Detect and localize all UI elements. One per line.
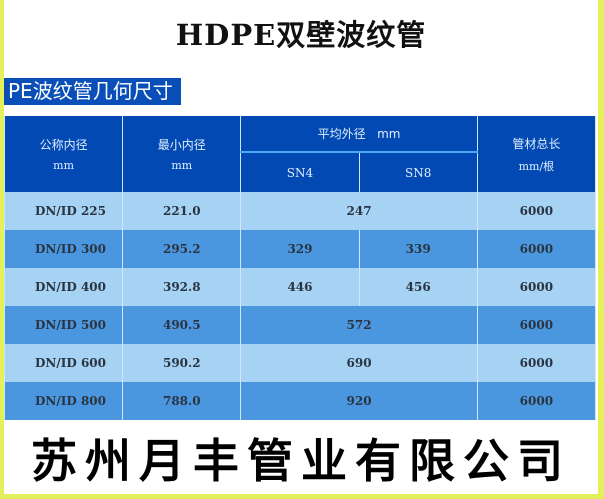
header-nominal: 公称内径 mm (3, 116, 124, 192)
page: HDPE双壁波纹管 PE波纹管几何尺寸 公称内径 mm 最小内径 mm 平均外径 m… (3, 0, 598, 494)
cell-min: 392.8 (122, 268, 242, 306)
cell-outer: 690 (240, 344, 478, 382)
cell-sn8: 339 (358, 230, 478, 268)
cell-min: 788.0 (122, 382, 242, 420)
cell-length: 6000 (476, 192, 597, 230)
header-min-inner: 最小内径 mm (122, 116, 242, 192)
cell-min: 490.5 (122, 306, 242, 344)
cell-length: 6000 (476, 382, 597, 420)
cell-outer: 247 (240, 192, 478, 230)
cell-length: 6000 (476, 268, 597, 306)
table-row: DN/ID 600 590.2 690 6000 (3, 344, 597, 382)
cell-sn8: 456 (358, 268, 478, 306)
header-sn8: SN8 (358, 151, 478, 192)
cell-min: 295.2 (122, 230, 242, 268)
cell-length: 6000 (476, 230, 597, 268)
cell-sn4: 329 (240, 230, 360, 268)
cell-length: 6000 (476, 344, 597, 382)
cell-dn: DN/ID 800 (3, 382, 124, 420)
cell-length: 6000 (476, 306, 597, 344)
cell-dn: DN/ID 400 (3, 268, 124, 306)
cell-sn4: 446 (240, 268, 360, 306)
cell-dn: DN/ID 225 (3, 192, 124, 230)
cell-dn: DN/ID 300 (3, 230, 124, 268)
table-row: DN/ID 800 788.0 920 6000 (3, 382, 597, 420)
table-row: DN/ID 500 490.5 572 6000 (3, 306, 597, 344)
cell-dn: DN/ID 500 (3, 306, 124, 344)
cell-outer: 572 (240, 306, 478, 344)
cell-dn: DN/ID 600 (3, 344, 124, 382)
table-row: DN/ID 400 392.8 446 456 6000 (3, 268, 597, 306)
company-name: 苏州月丰管业有限公司 (31, 434, 571, 488)
page-title: HDPE双壁波纹管 (175, 18, 427, 52)
table-row: DN/ID 300 295.2 329 339 6000 (3, 230, 597, 268)
section-tag: PE波纹管几何尺寸 (4, 78, 181, 105)
cell-min: 221.0 (122, 192, 242, 230)
cell-min: 590.2 (122, 344, 242, 382)
header-sn4: SN4 (240, 151, 360, 192)
table-row: DN/ID 225 221.0 247 6000 (3, 192, 597, 230)
header-length: 管材总长 mm/根 (476, 116, 597, 192)
header-avg-outer: 平均外径 mm (240, 116, 478, 152)
cell-outer: 920 (240, 382, 478, 420)
dimensions-table: 公称内径 mm 最小内径 mm 平均外径 mm 管材总长 mm/根 SN4 SN8 D… (3, 116, 597, 420)
